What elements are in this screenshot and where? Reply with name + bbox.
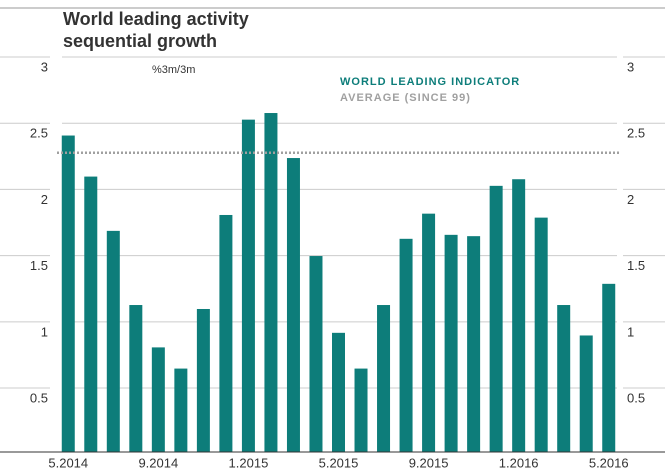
bar <box>489 185 503 453</box>
y2-tick-label: 2 <box>627 192 634 207</box>
bar <box>422 213 436 452</box>
x-tick-label: 5.2015 <box>319 455 359 470</box>
x-tick-label: 9.2014 <box>138 455 178 470</box>
y2-tick-label: 1.5 <box>627 258 645 273</box>
bar <box>219 214 233 452</box>
y-tick-label: 0.5 <box>30 390 48 405</box>
x-tick-label: 5.2014 <box>48 455 88 470</box>
y2-tick-label: 0.5 <box>627 390 645 405</box>
bar <box>106 230 120 452</box>
chart-title: sequential growth <box>63 31 217 51</box>
bar <box>444 234 458 452</box>
bar <box>467 236 481 452</box>
bar <box>557 305 571 452</box>
y-tick-label: 2.5 <box>30 126 48 141</box>
x-tick-label: 1.2015 <box>229 455 269 470</box>
bar <box>579 335 593 452</box>
y-tick-label: 1 <box>41 324 48 339</box>
legend-entry: WORLD LEADING INDICATOR <box>340 76 520 88</box>
bar <box>129 305 143 452</box>
bar <box>241 119 255 452</box>
legend-entry: AVERAGE (SINCE 99) <box>340 92 471 104</box>
bar <box>332 332 345 452</box>
bar <box>377 305 391 452</box>
bar <box>84 176 98 452</box>
x-tick-label: 9.2015 <box>409 455 449 470</box>
y-tick-label: 3 <box>41 59 48 74</box>
y-tick-label: 2 <box>41 192 48 207</box>
bar <box>196 308 210 452</box>
x-tick-label: 5.2016 <box>589 455 629 470</box>
bar <box>309 256 323 452</box>
y2-tick-label: 3 <box>627 59 634 74</box>
x-tick-label: 1.2016 <box>499 455 539 470</box>
bar <box>602 283 616 452</box>
bar <box>512 179 526 452</box>
chart-title: World leading activity <box>63 9 249 29</box>
bar <box>151 347 165 452</box>
bar <box>61 135 75 452</box>
bar <box>534 217 548 452</box>
bar <box>286 158 300 452</box>
y2-tick-label: 1 <box>627 324 634 339</box>
bar <box>354 368 368 452</box>
bar <box>399 238 413 452</box>
unit-label: %3m/3m <box>152 64 195 76</box>
bar <box>264 113 278 452</box>
y2-tick-label: 2.5 <box>627 126 645 141</box>
bar <box>174 368 188 452</box>
y-tick-label: 1.5 <box>30 258 48 273</box>
